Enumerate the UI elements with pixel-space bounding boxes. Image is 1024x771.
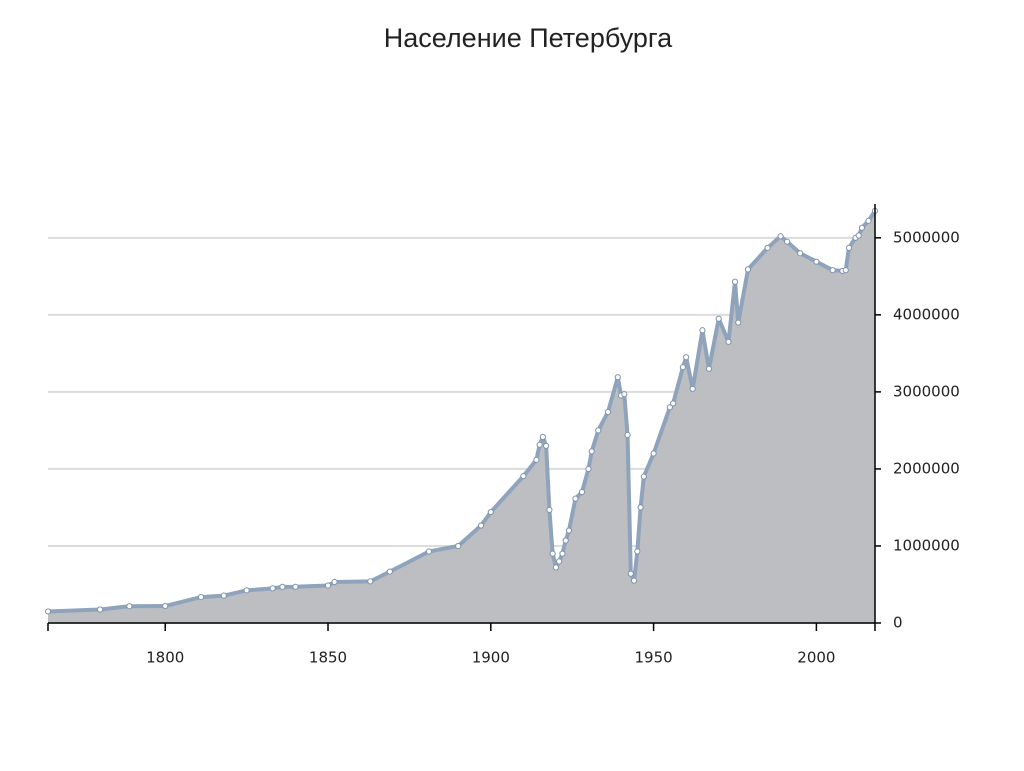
point <box>670 400 677 407</box>
point <box>829 267 836 274</box>
y-tick-label: 5000000 <box>893 228 960 246</box>
point <box>813 258 820 265</box>
point <box>331 578 338 586</box>
point <box>487 508 494 516</box>
point <box>705 365 713 372</box>
point <box>44 608 52 615</box>
x-tick-label: 1850 <box>309 649 347 667</box>
point <box>614 374 621 381</box>
point <box>842 267 849 274</box>
y-tick-label: 4000000 <box>893 305 960 323</box>
point <box>562 537 569 544</box>
point <box>477 522 485 529</box>
point <box>539 433 546 441</box>
point <box>520 473 527 480</box>
point <box>731 278 739 285</box>
x-tick-label: 1950 <box>635 649 673 667</box>
point <box>543 442 550 449</box>
point <box>455 542 462 550</box>
point <box>735 319 742 326</box>
point <box>725 338 732 345</box>
x-tick-label: 1800 <box>146 649 184 667</box>
point <box>679 364 687 371</box>
point <box>565 527 573 534</box>
point <box>386 568 393 575</box>
point <box>604 408 612 416</box>
x-tick-label: 2000 <box>797 649 835 667</box>
point <box>96 606 104 613</box>
point <box>279 583 286 590</box>
point <box>699 327 706 334</box>
point <box>621 391 628 398</box>
point <box>634 548 641 555</box>
point <box>689 385 696 392</box>
y-tick-label: 2000000 <box>893 459 960 477</box>
point <box>640 473 647 480</box>
point <box>715 315 722 322</box>
point <box>865 217 872 224</box>
point <box>324 582 332 589</box>
point <box>367 578 374 585</box>
point <box>552 564 560 571</box>
point <box>637 504 644 511</box>
point <box>797 250 804 257</box>
point <box>744 266 752 273</box>
point <box>630 577 638 584</box>
point <box>855 232 862 239</box>
point <box>764 244 771 251</box>
point <box>666 404 673 411</box>
point <box>536 441 543 448</box>
point <box>556 558 563 565</box>
point <box>578 488 586 496</box>
chart-title: Население Петербурга <box>384 23 673 53</box>
point <box>126 603 133 610</box>
point <box>783 238 791 245</box>
point <box>162 602 169 610</box>
area <box>48 210 875 623</box>
point <box>624 431 631 439</box>
x-tick-label: 1900 <box>472 649 510 667</box>
point <box>572 495 579 502</box>
point <box>220 592 227 599</box>
point <box>777 233 784 240</box>
point <box>845 244 853 251</box>
point <box>425 548 433 555</box>
point <box>588 448 595 455</box>
point <box>243 587 250 594</box>
point <box>292 583 299 590</box>
point <box>683 354 690 361</box>
point <box>546 506 553 513</box>
point <box>533 456 540 463</box>
point <box>559 550 566 557</box>
point <box>595 427 602 434</box>
point <box>269 585 276 592</box>
point <box>549 550 556 557</box>
point <box>858 224 866 231</box>
point <box>585 465 592 473</box>
point <box>627 570 634 577</box>
point <box>197 594 205 601</box>
y-tick-label: 3000000 <box>893 382 960 400</box>
y-tick-label: 1000000 <box>893 536 960 554</box>
y-tick-label: 0 <box>893 614 903 632</box>
point <box>650 450 657 457</box>
